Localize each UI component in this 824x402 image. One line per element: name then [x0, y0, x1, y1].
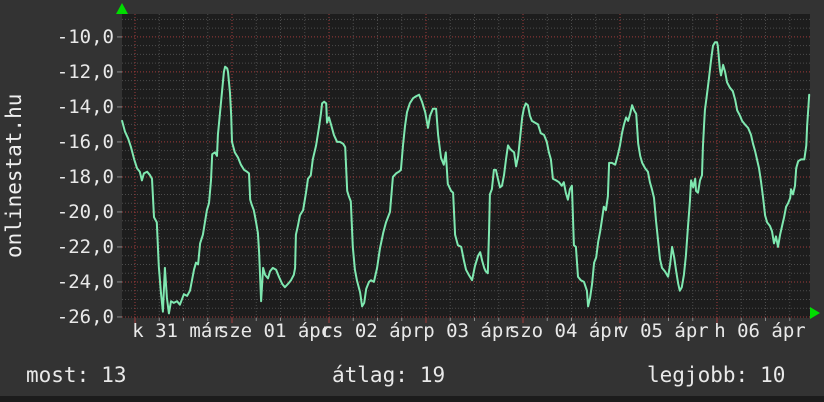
y-tick-label: -24,0 — [56, 271, 114, 293]
stat-average-label: átlag: — [332, 363, 408, 387]
bottom-border — [0, 396, 824, 402]
stat-current-value: 13 — [101, 363, 127, 387]
x-tick-label: p 03 ápr — [423, 320, 515, 342]
x-tick-label: v 05 ápr — [617, 320, 709, 342]
y-tick-label: -22,0 — [56, 236, 114, 258]
y-tick-label: -12,0 — [56, 61, 114, 83]
x-tick-label: h 06 ápr — [714, 320, 806, 342]
stat-best-value: 10 — [760, 363, 786, 387]
y-tick-label: -16,0 — [56, 131, 114, 153]
y-tick-label: -18,0 — [56, 166, 114, 188]
x-axis-arrow-icon — [810, 307, 820, 319]
y-tick-label: -10,0 — [56, 26, 114, 48]
x-tick-label: sze 01 ápr — [217, 320, 333, 342]
stat-best-label: legjobb: — [647, 363, 749, 387]
y-tick-label: -26,0 — [56, 306, 114, 328]
y-tick-label: -14,0 — [56, 96, 114, 118]
stat-best: legjobb: 10 — [647, 363, 785, 387]
x-tick-label: szo 04 ápr — [508, 320, 624, 342]
stat-average: átlag: 19 — [332, 363, 445, 387]
stat-current-label: most: — [26, 363, 90, 387]
y-axis-arrow-icon — [116, 3, 128, 14]
stat-current: most: 13 — [26, 363, 127, 387]
x-tick-label: cs 02 ápr — [320, 320, 424, 342]
x-tick-label: k 31 már — [132, 320, 224, 342]
y-tick-label: -20,0 — [56, 201, 114, 223]
stat-average-value: 19 — [419, 363, 446, 387]
